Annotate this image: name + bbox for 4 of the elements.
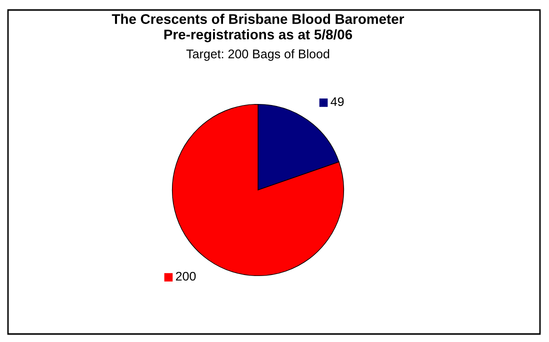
chart-title: The Crescents of Brisbane Blood Barometer Pre-registrations as at 5/8/06: [112, 14, 404, 42]
data-label: 49: [330, 97, 344, 106]
data-label: 200: [176, 272, 196, 281]
chart-subtitle: Target: 200 Bags of Blood: [186, 49, 330, 61]
